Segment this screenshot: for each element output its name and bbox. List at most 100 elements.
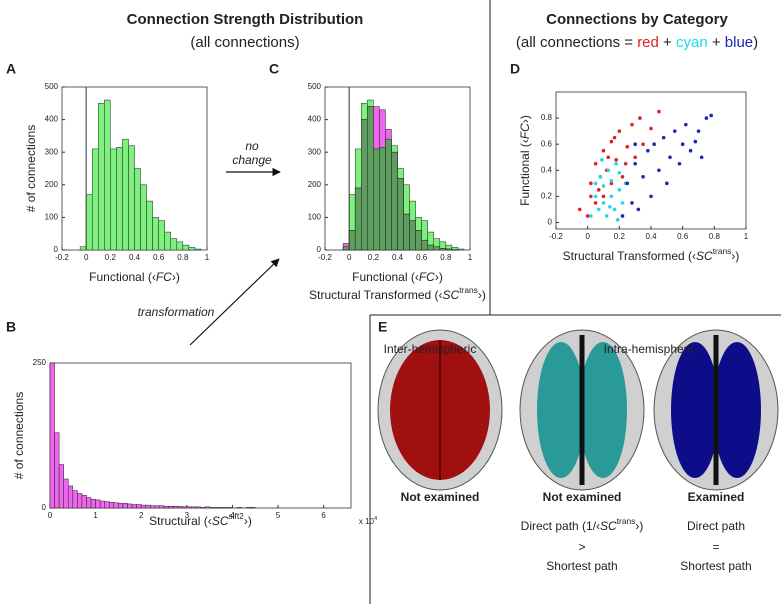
point <box>699 155 704 160</box>
bar <box>186 506 192 509</box>
brain <box>653 329 779 491</box>
bar <box>177 506 183 509</box>
y-tick-label: 0.4 <box>541 165 553 174</box>
bar <box>99 500 105 509</box>
bar <box>77 493 83 509</box>
point <box>665 181 669 186</box>
point <box>589 194 593 199</box>
overlap-bar <box>373 148 380 251</box>
point <box>633 155 637 160</box>
x-tick-label: 0.8 <box>440 253 452 262</box>
x-tick-label: 2 <box>139 511 144 520</box>
y-tick-label: 0.6 <box>541 139 553 148</box>
x-tick-label: 5 <box>276 511 281 520</box>
y-tick-label: 400 <box>308 115 322 124</box>
point <box>630 122 634 127</box>
bar <box>49 362 55 509</box>
bar <box>168 506 174 509</box>
subtitle-part: cyan <box>676 34 708 51</box>
point <box>604 214 609 218</box>
point <box>677 161 682 166</box>
bar <box>223 507 229 509</box>
point <box>601 148 606 153</box>
subtitle: (all connections) <box>190 34 299 51</box>
title: Connection Strength Distribution <box>127 11 364 28</box>
y-axis-label-part: FC <box>518 123 532 139</box>
point <box>608 205 612 209</box>
bar <box>67 485 74 509</box>
point <box>620 175 625 179</box>
overlap-bar <box>409 220 416 251</box>
bar <box>200 507 206 509</box>
bar <box>98 103 105 251</box>
point <box>596 207 601 212</box>
bar <box>127 503 133 509</box>
status: Not examined <box>543 490 622 504</box>
y-axis-label: Functional (‹FC›) <box>518 115 532 206</box>
x-tick-label: 1 <box>744 232 749 241</box>
x-axis-label-part: Structural Transformed (‹ <box>563 249 696 263</box>
bar <box>227 507 233 509</box>
x-tick-label: 0.2 <box>105 253 117 262</box>
annotation: transformation <box>138 305 215 319</box>
x-tick-label: 0 <box>347 253 352 262</box>
x-tick-label: 0 <box>585 232 590 241</box>
point <box>593 161 598 166</box>
bar <box>204 506 210 509</box>
point <box>614 158 618 162</box>
subtitle-part: + <box>708 34 725 51</box>
bar <box>209 507 215 509</box>
point <box>709 113 713 118</box>
bar <box>164 231 171 251</box>
bar <box>218 507 224 509</box>
bar <box>131 504 137 509</box>
overlap-bar <box>354 187 362 251</box>
overlap-bar <box>445 248 453 251</box>
bar <box>90 499 96 509</box>
x-axis-label-part: sift2 <box>228 511 244 521</box>
x-tick-label: 0.8 <box>177 253 189 262</box>
point <box>641 175 645 179</box>
y-tick-label: 300 <box>45 147 59 156</box>
bar <box>113 502 119 509</box>
point <box>598 175 603 179</box>
x-axis-label-part: ›) <box>435 270 443 284</box>
point <box>609 181 614 186</box>
rule: > <box>578 540 585 554</box>
x-tick-label: 4 <box>230 511 235 520</box>
x-axis-label-part: FC <box>156 270 172 284</box>
overlap-bar <box>427 244 435 251</box>
point <box>641 142 645 146</box>
bar <box>109 501 115 509</box>
bar <box>81 494 87 509</box>
overlap-bar <box>367 106 374 251</box>
y-tick-label: 0 <box>42 503 47 512</box>
annotation: no <box>245 139 259 153</box>
bar <box>146 200 153 251</box>
x-axis-label-part: SC <box>443 288 460 302</box>
x-axis-label-part: ›) <box>731 249 739 263</box>
rule: Shortest path <box>546 559 617 573</box>
y-tick-label: 0 <box>54 245 59 254</box>
panel-letter: A <box>6 61 16 77</box>
point <box>589 214 593 218</box>
x-tick-label: 0.2 <box>614 232 626 241</box>
annotation: change <box>232 153 272 167</box>
overlap-bar <box>342 246 350 251</box>
x-axis-label-part: Structural Transformed (‹ <box>309 288 442 302</box>
bar <box>54 432 60 509</box>
overlap-bar <box>421 239 428 251</box>
point <box>606 155 611 160</box>
x-axis-label: Functional (‹FC›) <box>89 270 180 284</box>
point <box>614 161 618 166</box>
point <box>609 139 614 144</box>
y-tick-label: 500 <box>308 82 322 91</box>
bar <box>63 478 69 509</box>
bar <box>122 503 128 509</box>
point <box>612 135 617 140</box>
point <box>704 116 709 120</box>
label: Intra-hemispheric <box>604 342 697 356</box>
x-tick-label: 1 <box>205 253 210 262</box>
overlap-bar <box>439 248 447 251</box>
